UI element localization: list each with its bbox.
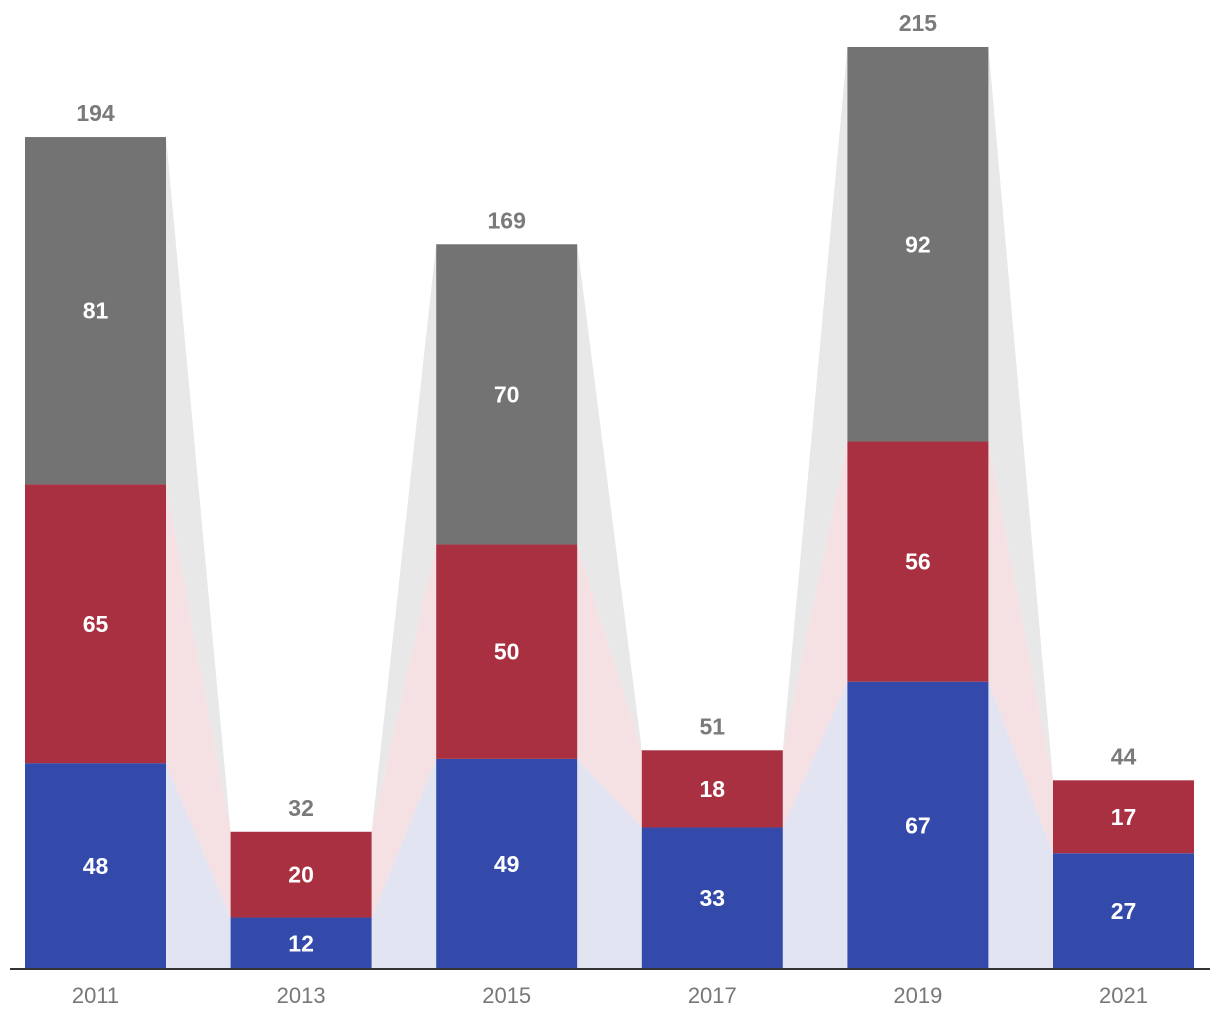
segment-value-label: 50 [494, 639, 520, 665]
bar-segment [25, 484, 166, 764]
bar-connector [577, 758, 642, 969]
segment-value-label: 33 [700, 885, 726, 911]
bar-segment [847, 681, 989, 969]
x-tick-label: 2015 [482, 983, 531, 1008]
bar-connectors [166, 47, 1053, 969]
bar-connector [988, 681, 1053, 969]
segment-value-label: 70 [494, 381, 520, 407]
segment-value-label: 20 [288, 862, 314, 888]
segment-value-label: 67 [905, 812, 931, 838]
bar-connector [371, 244, 437, 832]
bar-connector [988, 441, 1053, 854]
bar-segment [25, 763, 166, 969]
bar-segment [436, 544, 578, 759]
total-value-label: 32 [288, 795, 314, 821]
bar-connector [166, 763, 231, 969]
bar-connector [166, 137, 231, 832]
bar-connector [577, 544, 642, 828]
bar-segment [847, 47, 989, 442]
bar-connector [371, 544, 437, 918]
x-tick-label: 2013 [277, 983, 326, 1008]
x-tick-label: 2011 [72, 983, 119, 1008]
bar-segments [25, 47, 1194, 969]
segment-value-labels: 48 65 81 12 20 49 50 70 33 18 67 56 92 27 17 [83, 231, 1137, 956]
segment-value-label: 92 [905, 231, 931, 257]
bar-segment [641, 750, 783, 828]
segment-value-label: 49 [494, 851, 520, 877]
bar-segment [641, 827, 783, 969]
bar-segment [847, 441, 989, 682]
bar-connector [988, 47, 1053, 781]
segment-value-label: 81 [83, 298, 109, 324]
x-axis-tick-labels: 2011 2013 2015 2017 2019 2021 [72, 983, 1148, 1008]
total-value-label: 44 [1111, 743, 1137, 769]
bar-segment [1053, 853, 1194, 969]
bar-connector [577, 244, 642, 751]
x-tick-label: 2021 [1099, 983, 1148, 1008]
total-value-label: 51 [700, 713, 726, 739]
segment-value-label: 18 [700, 776, 726, 802]
total-value-label: 215 [899, 10, 938, 36]
bar-connector [782, 441, 848, 828]
segment-value-label: 12 [288, 930, 314, 956]
segment-value-label: 65 [83, 611, 109, 637]
x-tick-label: 2019 [893, 983, 942, 1008]
segment-value-label: 27 [1111, 898, 1137, 924]
segment-value-label: 17 [1111, 804, 1137, 830]
total-value-label: 169 [488, 207, 526, 233]
total-value-label: 194 [76, 100, 115, 126]
bar-segment [230, 917, 372, 969]
bar-connector [782, 681, 848, 969]
bar-connector [166, 484, 231, 918]
bar-segment [1053, 780, 1194, 854]
segment-value-label: 48 [83, 853, 109, 879]
bar-segment [436, 244, 578, 545]
segment-value-label: 56 [905, 549, 931, 575]
bar-segment [230, 831, 372, 918]
bar-segment [25, 137, 166, 485]
bar-segment [436, 758, 578, 969]
bar-connector [371, 758, 437, 969]
x-tick-label: 2017 [688, 983, 737, 1008]
bar-connector [782, 47, 848, 751]
total-value-labels: 194 32 169 51 215 44 [76, 10, 1136, 821]
